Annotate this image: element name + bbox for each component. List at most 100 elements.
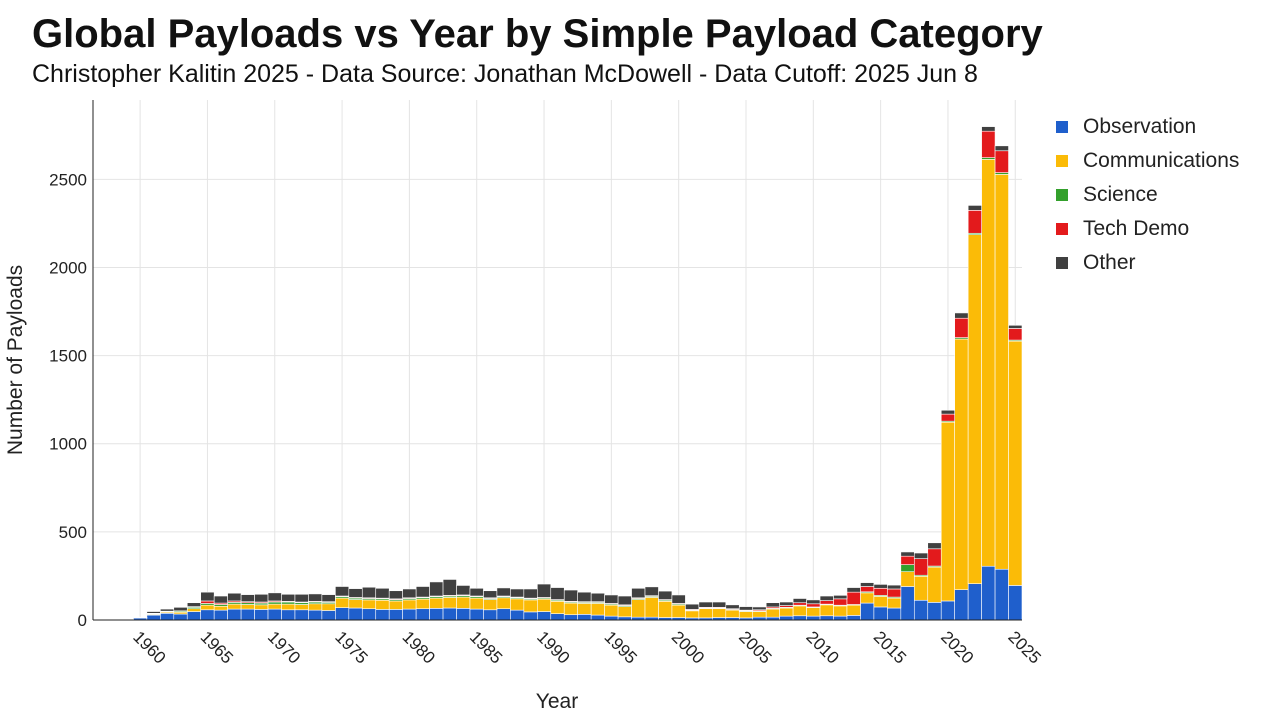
bar-segment [900,586,915,621]
bar-segment [806,603,821,608]
bar-segment [186,608,202,612]
bar-segment [819,615,834,621]
x-tick-label: 2010 [802,627,842,667]
bar-segment [442,597,457,609]
y-tick-label: 1000 [49,435,87,454]
bar-segment [604,604,619,617]
bar-segment [294,604,309,611]
bar-segment [1008,340,1023,586]
bar-segment [927,566,942,603]
bar-segment [577,614,592,621]
bar-segment [335,597,350,608]
bar-segment [173,607,188,612]
y-tick-label: 1500 [49,347,87,366]
bar-segment [335,607,350,621]
bar-segment [846,591,861,605]
bar-segment [402,588,417,599]
bar-segment [469,597,484,610]
bar-segment [308,609,323,621]
legend-label: Tech Demo [1083,217,1190,240]
bar-segment [577,603,592,615]
bar-segment [887,584,902,590]
bar-segment [496,587,511,597]
bar-segment [321,610,336,621]
bar-segment [577,591,592,602]
bar-segment [388,590,403,600]
bar-segment [483,609,498,621]
bar-segment [415,598,430,610]
bar-segment [510,598,525,611]
bar-segment [887,588,902,598]
bar-segment [375,599,390,610]
bar-segment [590,592,605,602]
bar-segment [456,596,471,609]
legend-item-other[interactable]: Other [1056,246,1239,280]
bar-segment [254,593,269,603]
bar-segment [792,615,807,621]
x-tick-label: 2015 [870,627,910,667]
x-tick-label: 1960 [129,627,169,667]
chart-subtitle: Christopher Kalitin 2025 - Data Source: … [32,60,978,88]
bar-segment [483,599,498,611]
x-tick-label: 1995 [601,627,641,667]
bar-segment [267,592,282,602]
x-tick-label: 2005 [735,627,775,667]
y-tick-labels: 0 500 1000 1500 2000 2500 [49,170,87,630]
legend-item-observation[interactable]: Observation [1056,110,1239,144]
bar-segment [456,585,471,596]
legend-swatch [1056,223,1068,235]
series-observation [106,565,1023,621]
bar-segment [200,600,215,604]
bar-segment [133,616,148,618]
bar-segment [563,589,578,602]
bar-segment [900,571,915,587]
legend-item-communications[interactable]: Communications [1056,144,1239,178]
x-tick-label: 2000 [668,627,708,667]
bar-segment [738,611,754,619]
bar-segment [671,594,686,604]
bar-segment [186,602,202,607]
legend-item-science[interactable]: Science [1056,178,1239,212]
bar-segment [1008,324,1023,329]
bar-segment [967,583,982,621]
bar-segment [254,609,269,621]
bar-segment [227,608,242,621]
bar-segment [523,588,538,599]
bar-segment [685,610,700,619]
bar-segment [146,611,161,614]
bar-segment [900,555,915,565]
bar-segment [819,595,834,601]
bar-segment [348,599,363,609]
bar-segment [631,587,646,599]
bar-segment [873,596,888,608]
x-tick-label: 1975 [331,627,371,667]
bar-segment [537,598,552,612]
x-tick-label: 1980 [399,627,439,667]
bar-segment [590,614,605,621]
bar-segment [200,604,215,611]
bar-segment [604,615,619,621]
bar-segment [294,593,309,603]
x-tick-label: 1990 [533,627,573,667]
x-tick-label: 2020 [937,627,977,667]
series-tech-demo [146,130,1023,615]
bar-segment [281,601,296,605]
bar-segment [765,602,780,608]
bar-segment [846,615,861,621]
bar-segment [267,603,282,610]
bar-segment [213,595,228,604]
series-other [146,126,1023,614]
bar-segment [846,604,861,616]
legend-item-tech-demo[interactable]: Tech Demo [1056,212,1239,246]
bar-segment [779,601,794,606]
bar-segment [792,605,807,617]
bar-segment [550,613,565,621]
bar-segment [860,602,875,621]
bar-segment [442,579,457,596]
bar-segment [900,551,915,557]
bar-segment [469,608,484,621]
y-axis-title: Number of Payloads [4,265,27,455]
bar-segment [375,587,390,599]
bar-segment [698,601,713,608]
bar-segment [658,601,673,618]
